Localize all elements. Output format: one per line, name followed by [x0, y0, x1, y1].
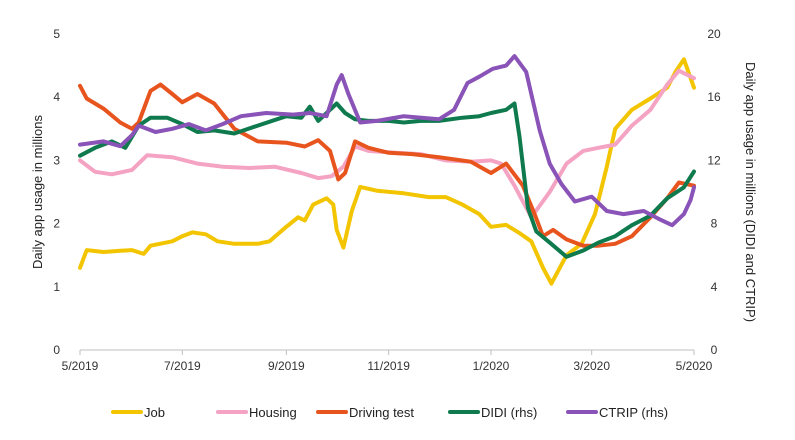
x-tick-label: 9/2019 [268, 359, 305, 373]
y-tick-label: 5 [53, 27, 60, 41]
y-tick-label: 3 [53, 153, 60, 167]
x-tick-label: 5/2020 [676, 359, 713, 373]
series-lines [78, 54, 696, 286]
y2-tick-label: 16 [707, 90, 721, 104]
legend-label: Housing [249, 405, 297, 420]
x-tick-label: 7/2019 [164, 359, 201, 373]
y2-tick-label: 12 [707, 153, 721, 167]
legend-label: CTRIP (rhs) [599, 405, 668, 420]
legend-label: Job [144, 405, 165, 420]
y-tick-label: 2 [53, 217, 60, 231]
series-line-ctrip-rhs [78, 54, 696, 228]
x-tick-label: 11/2019 [367, 359, 410, 373]
y-axis-label: Daily app usage in millions [30, 115, 45, 269]
y2-tick-label: 8 [711, 217, 718, 231]
legend-label: DIDI (rhs) [481, 405, 537, 420]
y-tick-label: 0 [53, 343, 60, 357]
legend-label: Driving test [349, 405, 414, 420]
y2-tick-label: 20 [707, 27, 721, 41]
x-tick-label: 3/2020 [573, 359, 610, 373]
x-tick-label: 1/2020 [473, 359, 510, 373]
series-line-driving-test [78, 82, 696, 248]
y-tick-label: 4 [53, 90, 60, 104]
x-tick-label: 5/2019 [62, 359, 99, 373]
legend: Job Housing Driving test DIDI (rhs) CTRIP (r… [111, 405, 668, 420]
series-line-job [78, 57, 696, 286]
y-tick-label: 1 [53, 280, 60, 294]
axes: 5/2019 7/2019 9/2019 11/2019 1/2020 3/2020 5/2… [53, 27, 721, 373]
y2-axis-label: Daily app usage in millions (DIDI and CT… [743, 62, 758, 322]
y2-tick-label: 4 [711, 280, 718, 294]
y2-tick-label: 0 [711, 343, 718, 357]
